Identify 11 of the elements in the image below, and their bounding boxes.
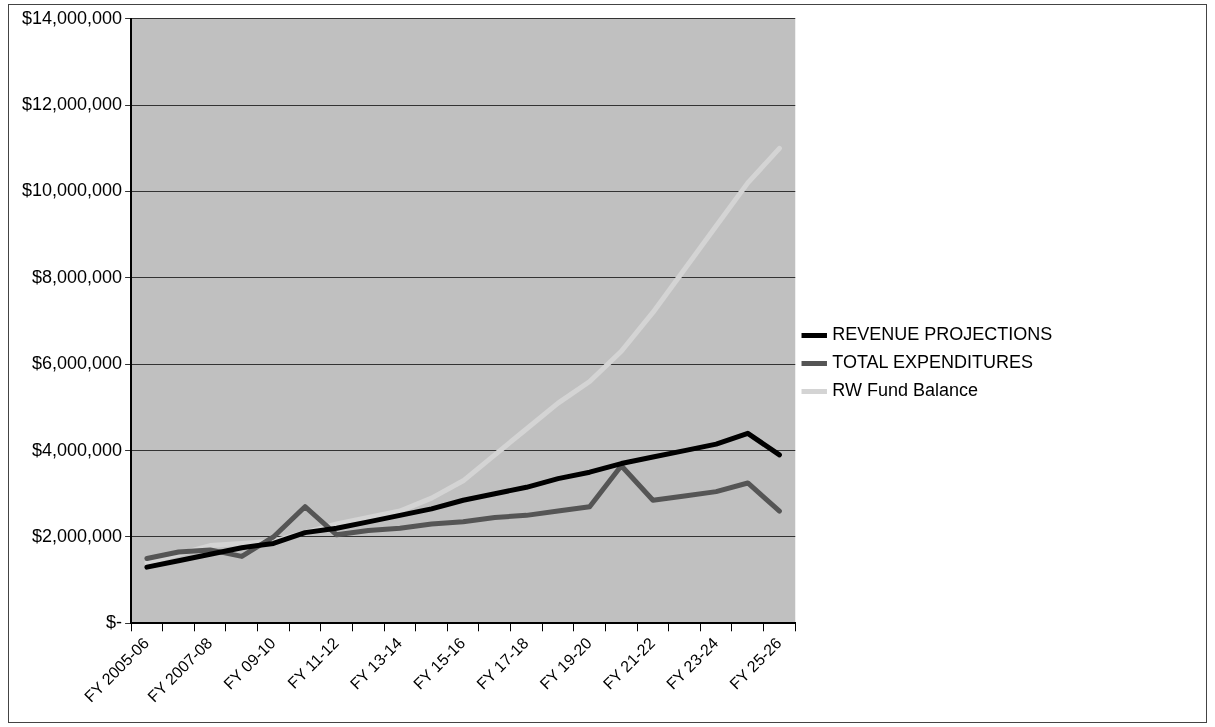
y-tick-label: $- — [106, 612, 123, 633]
y-tick-label: $10,000,000 — [21, 180, 123, 201]
y-tick-label: $12,000,000 — [21, 94, 123, 115]
y-tick-label: $14,000,000 — [21, 7, 123, 28]
y-tick-label: $4,000,000 — [32, 439, 123, 460]
legend-label: REVENUE PROJECTIONS — [832, 324, 1053, 345]
y-tick-label: $8,000,000 — [32, 266, 123, 287]
y-tick-label: $6,000,000 — [32, 353, 123, 374]
y-tick-label: $2,000,000 — [32, 525, 123, 546]
legend-label: RW Fund Balance — [832, 380, 978, 401]
legend-label: TOTAL EXPENDITURES — [832, 352, 1033, 373]
